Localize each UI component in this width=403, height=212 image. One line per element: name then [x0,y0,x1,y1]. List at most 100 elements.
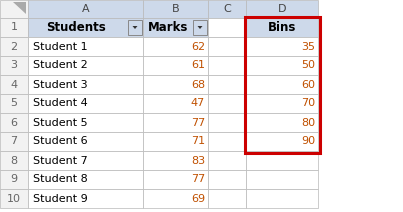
Polygon shape [133,26,137,29]
Bar [246,132,318,151]
Bar [143,189,208,208]
Bar [143,132,208,151]
Text: 9: 9 [10,174,18,184]
Bar [208,75,246,94]
Text: 77: 77 [191,117,205,127]
Text: C: C [223,4,231,14]
Bar [28,94,143,113]
Text: 71: 71 [191,137,205,146]
Bar [246,37,318,56]
Bar [0,132,28,151]
Bar [28,0,143,18]
Text: 7: 7 [10,137,18,146]
Text: 77: 77 [191,174,205,184]
Text: 1: 1 [10,22,17,32]
Bar [0,18,28,37]
Text: 90: 90 [301,137,315,146]
Bar [246,75,318,94]
Bar [193,20,207,35]
Text: 69: 69 [191,194,205,204]
Bar [28,18,143,37]
Bar [208,0,246,18]
Bar [28,170,143,189]
Bar [143,18,208,37]
Text: Student 6: Student 6 [33,137,87,146]
Bar [246,189,318,208]
Text: Bins: Bins [268,21,296,34]
Bar [143,113,208,132]
Text: 6: 6 [10,117,17,127]
Text: 62: 62 [191,42,205,52]
Bar [0,37,28,56]
Bar [28,132,143,151]
Bar [143,56,208,75]
Bar [208,151,246,170]
Text: 68: 68 [191,80,205,89]
Bar [208,94,246,113]
Text: Student 1: Student 1 [33,42,87,52]
Text: 3: 3 [10,60,17,71]
Text: Student 2: Student 2 [33,60,88,71]
Bar [128,20,142,35]
Bar [246,151,318,170]
Bar [208,18,246,37]
Bar [208,37,246,56]
Text: 10: 10 [7,194,21,204]
Bar [0,189,28,208]
Text: D: D [278,4,286,14]
Bar [0,0,28,18]
Bar [143,170,208,189]
Bar [143,37,208,56]
Text: Student 9: Student 9 [33,194,88,204]
Bar [246,18,318,37]
Text: 60: 60 [301,80,315,89]
Bar [28,56,143,75]
Bar [246,56,318,75]
Text: Student 4: Student 4 [33,99,88,109]
Bar [246,113,318,132]
Text: 83: 83 [191,155,205,166]
Bar [0,151,28,170]
Text: 70: 70 [301,99,315,109]
Bar [0,113,28,132]
Bar [208,56,246,75]
Bar [246,94,318,113]
Bar [143,75,208,94]
Polygon shape [197,26,202,29]
Text: B: B [172,4,179,14]
Polygon shape [12,2,26,14]
Text: 47: 47 [191,99,205,109]
Bar [28,113,143,132]
Bar [143,0,208,18]
Bar [28,189,143,208]
Text: 80: 80 [301,117,315,127]
Bar [0,75,28,94]
Bar [0,170,28,189]
Bar [28,151,143,170]
Text: 35: 35 [301,42,315,52]
Text: Student 7: Student 7 [33,155,88,166]
Text: Student 3: Student 3 [33,80,87,89]
Text: 2: 2 [10,42,18,52]
Text: 4: 4 [10,80,18,89]
Bar [0,94,28,113]
Bar [208,189,246,208]
Text: Student 8: Student 8 [33,174,88,184]
Text: Student 5: Student 5 [33,117,87,127]
Bar [143,94,208,113]
Text: 61: 61 [191,60,205,71]
Bar [246,0,318,18]
Bar [208,113,246,132]
Text: 50: 50 [301,60,315,71]
Text: A: A [82,4,89,14]
Text: Students: Students [46,21,106,34]
Bar [208,170,246,189]
Bar [208,132,246,151]
Text: Marks: Marks [147,21,188,34]
Bar [0,56,28,75]
Text: 5: 5 [10,99,17,109]
Bar [245,17,320,152]
Text: 8: 8 [10,155,18,166]
Bar [28,75,143,94]
Bar [143,151,208,170]
